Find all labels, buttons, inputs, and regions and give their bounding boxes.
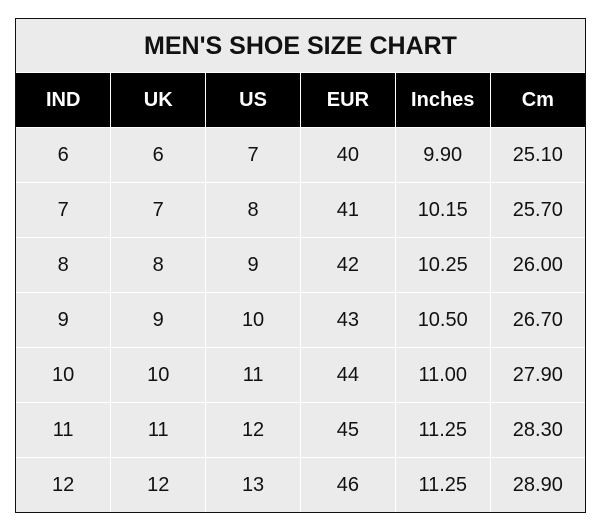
table-cell: 8 [16, 237, 112, 293]
table-row: 7 7 8 41 10.15 25.70 [16, 182, 585, 238]
table-cell: 11.25 [394, 402, 491, 458]
table-cell: 7 [110, 182, 207, 238]
table-row: 8 8 9 42 10.25 26.00 [16, 237, 585, 293]
table-cell: 11 [110, 402, 207, 458]
table-cell: 26.70 [489, 292, 585, 348]
table-cell: 8 [205, 182, 301, 238]
table-cell: 8 [110, 237, 207, 293]
table-row: 9 9 10 43 10.50 26.70 [16, 292, 585, 348]
table-cell: 10.15 [394, 182, 491, 238]
table-cell: 44 [299, 347, 396, 403]
column-header: US [205, 73, 301, 128]
table-cell: 11 [205, 347, 301, 403]
table-cell: 40 [299, 127, 396, 183]
table-cell: 45 [299, 402, 396, 458]
table-row: 6 6 7 40 9.90 25.10 [16, 127, 585, 183]
table-row: 12 12 13 46 11.25 28.90 [16, 457, 585, 512]
column-header: Cm [489, 73, 585, 128]
table-cell: 46 [299, 457, 396, 512]
table-cell: 9 [16, 292, 112, 348]
table-row: 11 11 12 45 11.25 28.30 [16, 402, 585, 458]
table-cell: 10 [16, 347, 112, 403]
column-header: EUR [299, 73, 396, 128]
column-header: UK [110, 73, 207, 128]
table-cell: 25.70 [489, 182, 585, 238]
table-cell: 7 [16, 182, 112, 238]
table-cell: 9.90 [394, 127, 491, 183]
header-row: IND UK US EUR Inches Cm [16, 73, 585, 128]
table-cell: 6 [110, 127, 207, 183]
size-chart: MEN'S SHOE SIZE CHART IND UK US EUR Inches Cm… [15, 18, 586, 513]
table-cell: 11.00 [394, 347, 491, 403]
table-cell: 25.10 [489, 127, 585, 183]
table-cell: 6 [16, 127, 112, 183]
table-cell: 10 [110, 347, 207, 403]
table-cell: 9 [205, 237, 301, 293]
size-table: IND UK US EUR Inches Cm 6 6 7 40 9.90 25.10 7 7 8 41 10… [16, 73, 585, 512]
table-cell: 11.25 [394, 457, 491, 512]
table-cell: 11 [16, 402, 112, 458]
table-cell: 7 [205, 127, 301, 183]
table-cell: 12 [16, 457, 112, 512]
table-cell: 41 [299, 182, 396, 238]
table-cell: 43 [299, 292, 396, 348]
table-cell: 28.90 [489, 457, 585, 512]
table-cell: 42 [299, 237, 396, 293]
table-cell: 12 [205, 402, 301, 458]
table-cell: 26.00 [489, 237, 585, 293]
chart-title: MEN'S SHOE SIZE CHART [16, 19, 585, 73]
table-cell: 13 [205, 457, 301, 512]
table-cell: 10 [205, 292, 301, 348]
table-cell: 27.90 [489, 347, 585, 403]
table-cell: 9 [110, 292, 207, 348]
column-header: IND [16, 73, 112, 128]
table-cell: 10.25 [394, 237, 491, 293]
column-header: Inches [394, 73, 491, 128]
table-cell: 10.50 [394, 292, 491, 348]
table-row: 10 10 11 44 11.00 27.90 [16, 347, 585, 403]
table-cell: 12 [110, 457, 207, 512]
table-cell: 28.30 [489, 402, 585, 458]
